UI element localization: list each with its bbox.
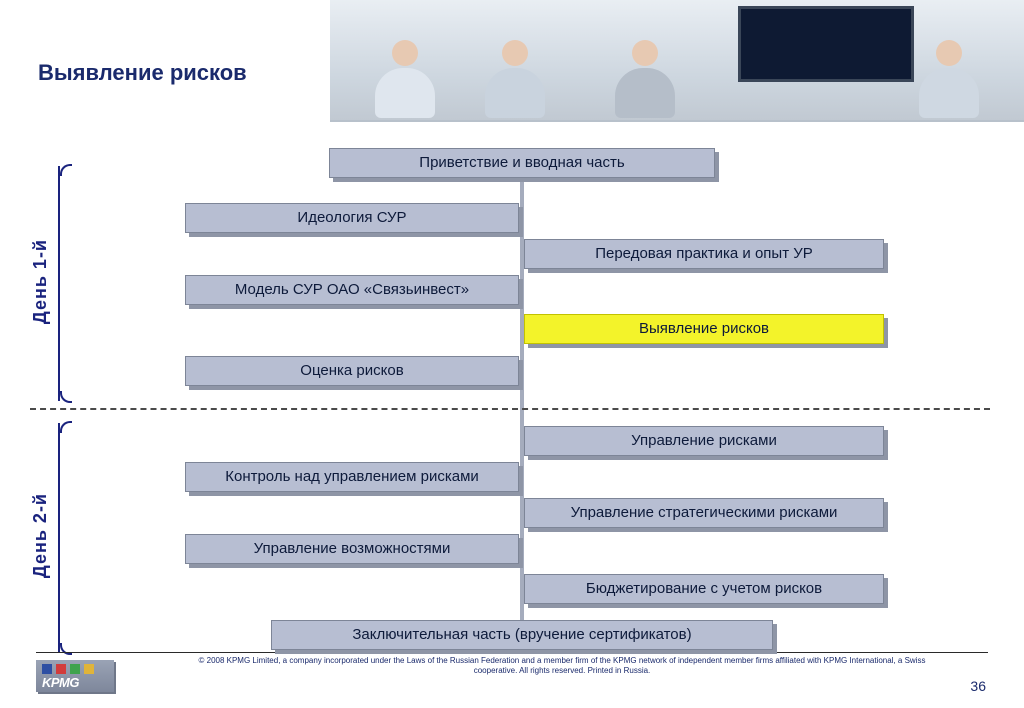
flow-box-practice: Передовая практика и опыт УР <box>524 239 884 269</box>
banner-person-shape <box>914 40 984 120</box>
flow-box-identify: Выявление рисков <box>524 314 884 344</box>
logo-square <box>42 664 52 674</box>
kpmg-logo-text: KPMG <box>42 675 79 690</box>
slide: Выявление рисков Приветствие и вводная ч… <box>0 0 1024 708</box>
logo-square <box>56 664 66 674</box>
banner-person-shape <box>610 40 680 120</box>
logo-square <box>70 664 80 674</box>
flow-box-ideology: Идеология СУР <box>185 203 519 233</box>
flow-box-final: Заключительная часть (вручение сертифика… <box>271 620 773 650</box>
flow-box-budget: Бюджетирование с учетом рисков <box>524 574 884 604</box>
flow-box-model: Модель СУР ОАО «Связьинвест» <box>185 275 519 305</box>
banner-photo <box>330 0 1024 122</box>
day-brace <box>58 166 76 401</box>
slide-title: Выявление рисков <box>38 60 247 86</box>
flow-box-assess: Оценка рисков <box>185 356 519 386</box>
flow-box-control: Контроль над управлением рисками <box>185 462 519 492</box>
banner-monitor-shape <box>738 6 914 82</box>
kpmg-logo: KPMG <box>36 660 114 692</box>
flow-box-intro: Приветствие и вводная часть <box>329 148 715 178</box>
footer-divider <box>36 652 988 653</box>
flow-box-optmgmt: Управление возможностями <box>185 534 519 564</box>
day-label-text: День 1-й <box>30 239 51 324</box>
footer-text: © 2008 KPMG Limited, a company incorpora… <box>190 656 934 676</box>
banner-person-shape <box>480 40 550 120</box>
day-label-day1: День 1-й <box>25 239 55 329</box>
banner-person-shape <box>370 40 440 120</box>
page-number: 36 <box>970 678 986 694</box>
logo-square <box>84 664 94 674</box>
day-label-day2: День 2-й <box>25 493 55 583</box>
day-label-text: День 2-й <box>30 493 51 578</box>
day-divider <box>30 408 990 410</box>
day-brace <box>58 423 76 653</box>
flow-diagram: Приветствие и вводная часть Идеология СУР… <box>110 148 970 648</box>
flow-box-manage: Управление рисками <box>524 426 884 456</box>
flow-box-strategic: Управление стратегическими рисками <box>524 498 884 528</box>
